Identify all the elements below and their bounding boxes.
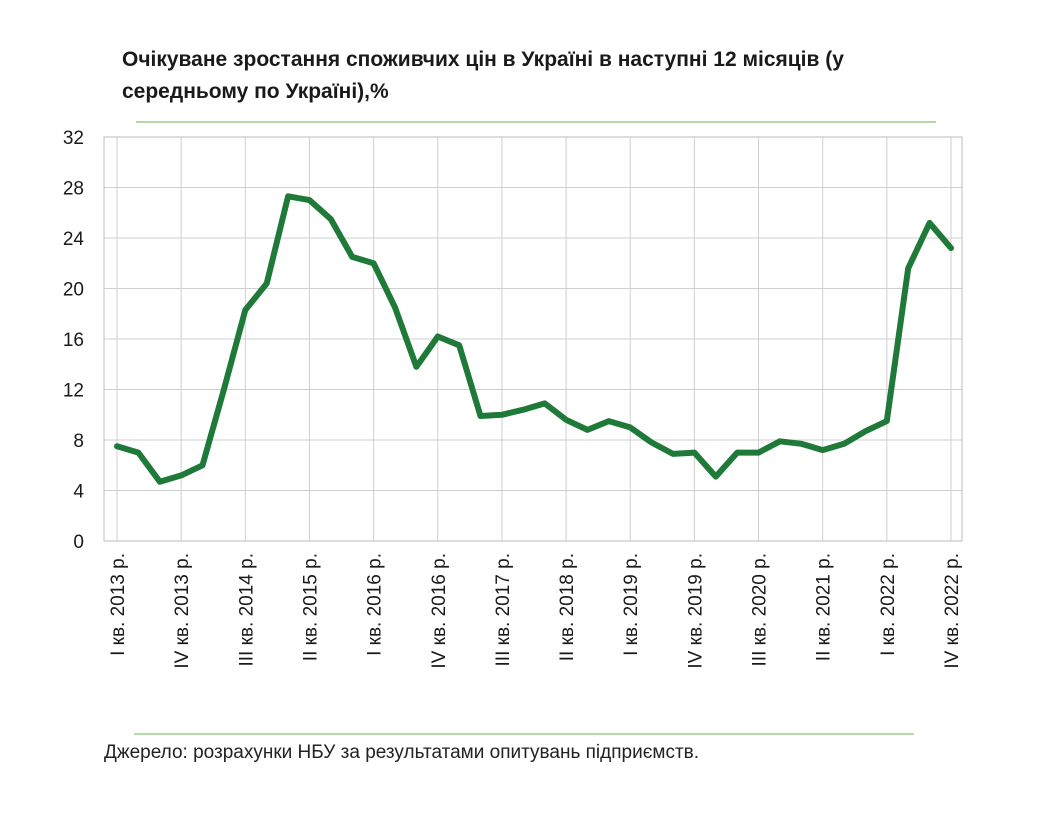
x-tick-label: III кв. 2020 р. (750, 553, 771, 666)
y-tick-label: 4 (73, 482, 84, 503)
data-point (777, 438, 783, 444)
data-point (285, 193, 291, 199)
y-tick-label: 32 (63, 128, 84, 149)
data-point (413, 364, 419, 370)
data-point (178, 472, 184, 478)
plot-frame (103, 136, 963, 542)
data-point (756, 450, 762, 456)
x-tick-label: IV кв. 2013 р. (172, 553, 193, 669)
x-tick-label: I кв. 2016 р. (365, 553, 386, 656)
data-point (157, 479, 163, 485)
data-point (820, 447, 826, 453)
data-point (713, 474, 719, 480)
data-point (200, 462, 206, 468)
gridlines (104, 136, 962, 542)
data-point (221, 387, 227, 393)
data-point (734, 450, 740, 456)
data-point (691, 450, 697, 456)
data-point (456, 342, 462, 348)
y-tick-label: 24 (63, 229, 85, 250)
x-tick-label: III кв. 2017 р. (493, 553, 514, 666)
x-tick-label: II кв. 2021 р. (814, 553, 835, 661)
data-point (905, 265, 911, 271)
x-tick-label: IV кв. 2016 р. (429, 553, 450, 669)
data-point (478, 413, 484, 419)
data-point (606, 418, 612, 424)
series-line-inflation-expectations (114, 193, 954, 485)
data-point (670, 451, 676, 457)
data-point (349, 254, 355, 260)
data-point (798, 441, 804, 447)
data-point (841, 441, 847, 447)
data-point (435, 333, 441, 339)
data-point (948, 245, 954, 251)
data-point (114, 443, 120, 449)
title-divider (136, 121, 936, 123)
y-tick-label: 8 (73, 431, 84, 452)
y-tick-label: 16 (63, 330, 84, 351)
x-tick-label: IV кв. 2019 р. (685, 553, 706, 669)
chart-title: Очікуване зростання споживчих цін в Укра… (122, 48, 844, 103)
data-point (542, 400, 548, 406)
data-point (563, 417, 569, 423)
data-point (264, 280, 270, 286)
data-point (627, 424, 633, 430)
data-point (584, 427, 590, 433)
x-axis: I кв. 2013 р. IV кв. 2013 р. III кв. 2014 … (108, 553, 963, 669)
x-tick-label: II кв. 2018 р. (557, 553, 578, 661)
data-point (649, 440, 655, 446)
data-point (862, 428, 868, 434)
x-tick-label: I кв. 2013 р. (108, 553, 129, 656)
x-tick-label: I кв. 2019 р. (621, 553, 642, 656)
x-tick-label: IV кв. 2022 р. (942, 553, 963, 669)
data-point (328, 216, 334, 222)
x-tick-label: III кв. 2014 р. (236, 553, 257, 666)
source-divider (134, 733, 914, 735)
x-tick-label: I кв. 2022 р. (878, 553, 899, 656)
data-point (927, 220, 933, 226)
x-tick-label: II кв. 2015 р. (300, 553, 321, 661)
data-point (306, 197, 312, 203)
data-point (135, 450, 141, 456)
y-tick-label: 12 (63, 381, 84, 402)
data-point (242, 307, 248, 313)
data-point (392, 304, 398, 310)
y-tick-label: 0 (73, 532, 84, 553)
data-point (371, 260, 377, 266)
data-point (499, 412, 505, 418)
y-tick-label: 28 (63, 179, 84, 200)
source-note: Джерело: розрахунки НБУ за результатами … (104, 742, 700, 763)
y-axis: 0 4 8 12 16 20 24 28 32 (63, 128, 85, 553)
data-point (520, 407, 526, 413)
y-tick-label: 20 (63, 280, 84, 301)
data-point (884, 418, 890, 424)
